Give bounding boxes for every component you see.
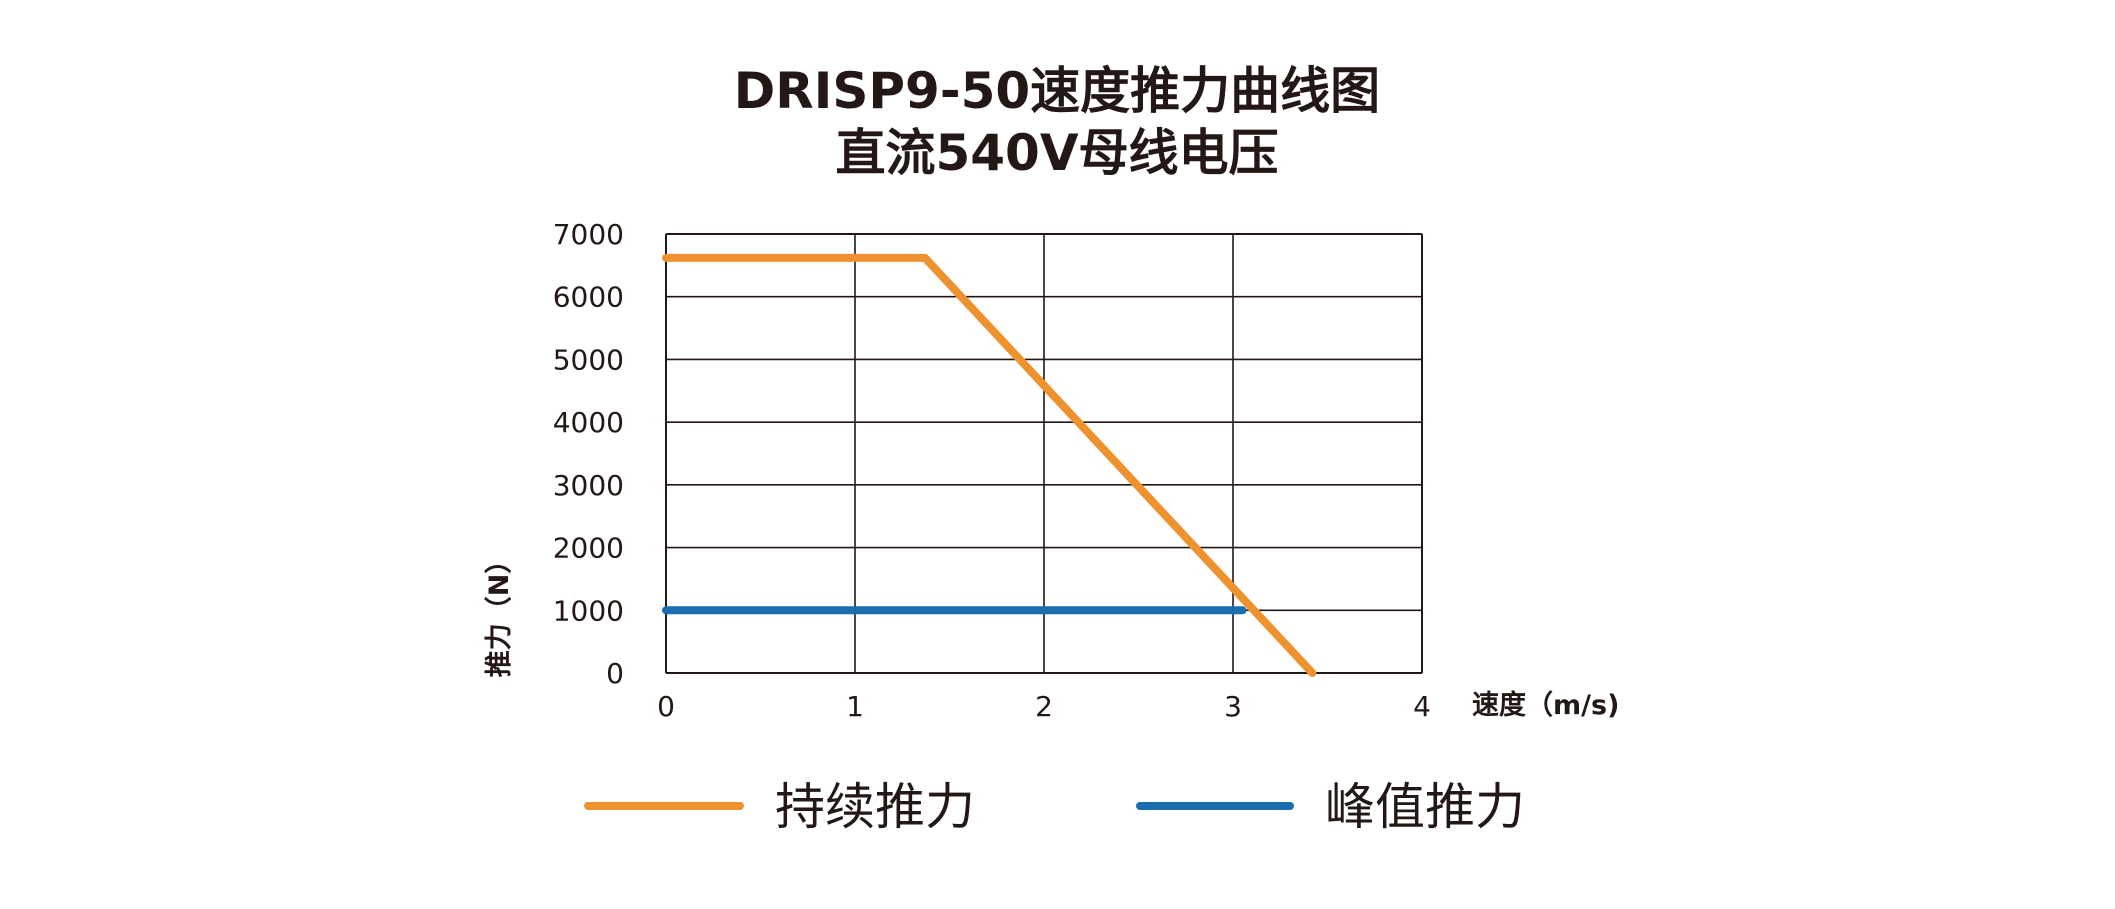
x-axis-label: 速度（m/s)	[1472, 689, 1619, 721]
chart-title: DRISP9-50速度推力曲线图	[734, 62, 1380, 120]
y-tick-label: 3000	[553, 469, 624, 502]
x-tick-label: 4	[1413, 690, 1431, 723]
legend-label-continuous: 持续推力	[775, 778, 975, 836]
x-tick-label: 1	[846, 690, 864, 723]
x-tick-label: 3	[1224, 690, 1242, 723]
y-tick-label: 5000	[553, 343, 624, 376]
series-line-continuous	[662, 253, 1317, 677]
x-tick-label: 2	[1035, 690, 1053, 723]
y-tick-label: 0	[606, 657, 624, 690]
tick-labels: 0 1000 2000 3000 4000 5000 6000 7000 0 1 2 3 4	[553, 218, 1431, 723]
y-tick-label: 4000	[553, 406, 624, 439]
legend-label-peak: 峰值推力	[1325, 778, 1525, 836]
series-lines	[662, 253, 1317, 677]
x-tick-label: 0	[657, 690, 675, 723]
y-axis-label: 推力（N）	[484, 547, 515, 678]
chart-subtitle: 直流540V母线电压	[835, 124, 1278, 182]
y-tick-label: 1000	[553, 594, 624, 627]
y-tick-label: 2000	[553, 532, 624, 565]
y-tick-label: 7000	[553, 218, 624, 251]
y-tick-label: 6000	[553, 281, 624, 314]
legend: 持续推力 峰值推力	[584, 778, 1525, 836]
